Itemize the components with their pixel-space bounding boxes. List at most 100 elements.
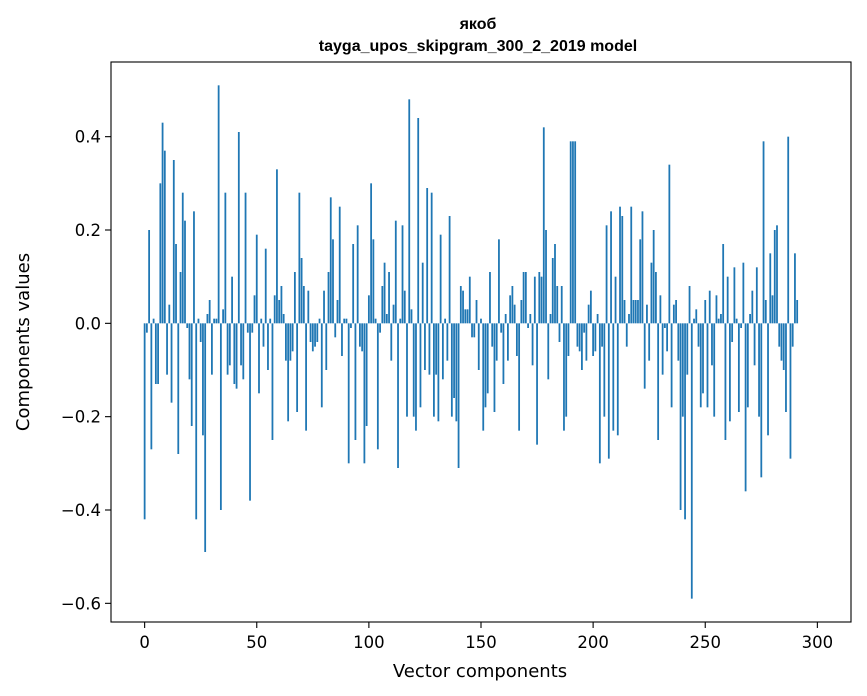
bar-195	[581, 323, 583, 370]
x-tick-label: 250	[689, 633, 721, 652]
bar-270	[749, 314, 751, 324]
bar-273	[755, 267, 758, 324]
bar-247	[697, 323, 700, 347]
bar-128	[430, 192, 433, 324]
bar-9	[163, 150, 166, 324]
bar-168	[520, 300, 523, 324]
bar-221	[639, 239, 642, 324]
bar-113	[397, 323, 399, 468]
bar-158	[498, 239, 500, 324]
bar-271	[751, 290, 754, 324]
bar-84	[332, 239, 334, 324]
bar-181	[549, 314, 552, 324]
bar-217	[630, 206, 633, 324]
bar-68	[296, 323, 299, 412]
y-tick-label: 0.0	[75, 314, 101, 333]
bar-246	[695, 309, 698, 324]
bar-207	[607, 323, 610, 459]
bar-255	[715, 295, 718, 324]
bar-55	[267, 323, 269, 370]
bar-138	[453, 323, 455, 398]
bar-159	[500, 323, 503, 333]
bar-99	[365, 323, 368, 426]
bar-182	[551, 258, 554, 324]
x-tick-label: 0	[139, 633, 150, 652]
bar-38	[228, 323, 231, 366]
bar-245	[693, 318, 695, 324]
bar-187	[563, 323, 565, 431]
bar-102	[372, 239, 375, 324]
bar-42	[237, 132, 240, 324]
bar-3	[150, 323, 153, 450]
bar-132	[439, 234, 442, 324]
bar-172	[529, 314, 532, 324]
bar-254	[713, 323, 716, 417]
bar-2	[148, 230, 151, 324]
bar-268	[744, 323, 747, 492]
bar-184	[556, 286, 559, 324]
bar-166	[515, 323, 518, 356]
bar-89	[343, 318, 346, 324]
bar-120	[412, 323, 415, 417]
bar-117	[406, 323, 408, 417]
bar-57	[271, 323, 274, 440]
bar-1	[145, 323, 148, 333]
bar-95	[356, 225, 359, 324]
bar-12	[170, 323, 173, 403]
bar-176	[538, 272, 541, 324]
bar-274	[758, 323, 760, 417]
bar-257	[720, 314, 722, 324]
bar-276	[762, 141, 765, 324]
bar-24	[197, 318, 200, 324]
bar-196	[583, 323, 586, 333]
bar-20	[188, 323, 191, 380]
bar-114	[399, 318, 402, 324]
bar-52	[260, 318, 263, 324]
bar-157	[495, 323, 498, 361]
bar-107	[383, 262, 386, 324]
bar-18	[184, 220, 186, 324]
bar-239	[679, 323, 682, 510]
bar-129	[433, 323, 435, 417]
bar-202	[596, 314, 599, 324]
bar-14	[175, 244, 177, 324]
bar-165	[513, 304, 516, 324]
bar-60	[278, 300, 281, 324]
x-tick-label: 300	[802, 633, 834, 652]
bar-93	[352, 244, 355, 324]
bar-33	[217, 85, 220, 324]
bar-23	[195, 323, 198, 520]
bar-46	[246, 323, 249, 333]
bar-37	[226, 323, 229, 375]
x-tick-label: 50	[246, 633, 267, 652]
bar-171	[527, 323, 529, 328]
bar-41	[235, 323, 238, 389]
bar-61	[280, 286, 283, 324]
bar-211	[616, 323, 619, 436]
bar-73	[307, 290, 310, 324]
bar-288	[789, 323, 792, 459]
bar-15	[177, 323, 180, 454]
bar-198	[587, 304, 590, 324]
bar-75	[311, 323, 314, 352]
bar-232	[663, 323, 666, 328]
bar-11	[168, 304, 171, 324]
bar-249	[702, 323, 704, 394]
bar-130	[435, 323, 438, 375]
bar-280	[771, 295, 774, 324]
bar-87	[338, 206, 341, 324]
bar-34	[219, 323, 222, 510]
bar-51	[258, 323, 260, 394]
bar-65	[289, 323, 292, 361]
bar-173	[531, 323, 534, 366]
bar-106	[381, 286, 384, 324]
bar-224	[646, 304, 648, 324]
bar-30	[211, 323, 213, 375]
bar-4	[152, 318, 155, 324]
bar-225	[648, 323, 651, 361]
bar-88	[341, 323, 343, 356]
bar-105	[379, 323, 381, 333]
bar-83	[329, 197, 332, 324]
bar-241	[684, 323, 686, 520]
bar-169	[522, 272, 525, 324]
